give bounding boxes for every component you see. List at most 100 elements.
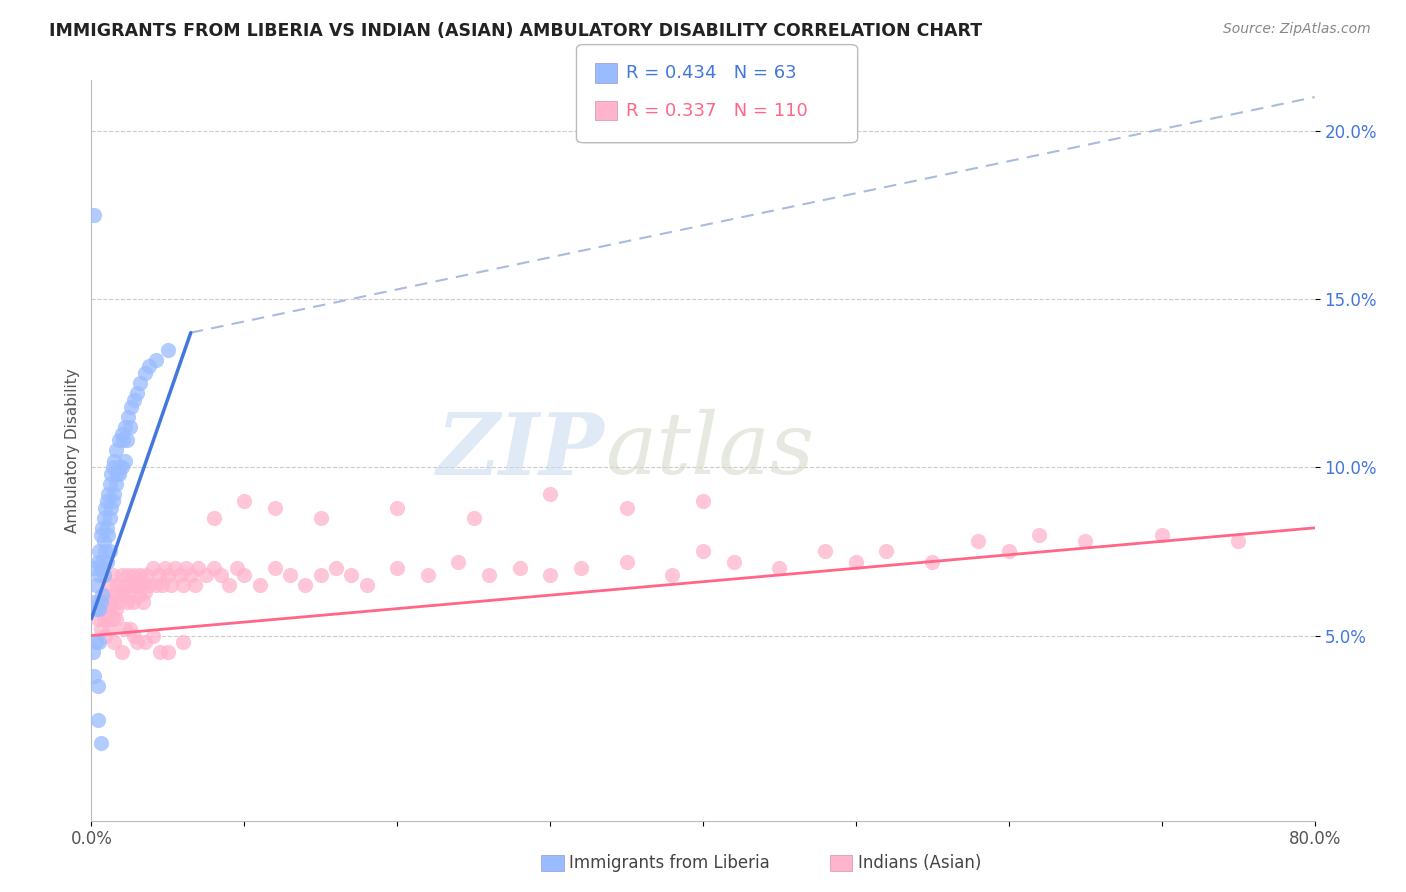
Point bbox=[93, 595, 115, 609]
Point bbox=[202, 510, 225, 524]
Point bbox=[83, 208, 105, 222]
Point bbox=[538, 487, 561, 501]
Point bbox=[385, 561, 409, 575]
Point bbox=[128, 588, 150, 602]
Point bbox=[93, 510, 115, 524]
Point bbox=[141, 628, 163, 642]
Point bbox=[233, 494, 256, 508]
Point bbox=[117, 568, 139, 582]
Text: ZIP: ZIP bbox=[437, 409, 605, 492]
Point bbox=[294, 578, 316, 592]
Point bbox=[616, 500, 638, 515]
Point bbox=[118, 420, 141, 434]
Point bbox=[278, 568, 301, 582]
Point bbox=[100, 500, 122, 515]
Point bbox=[120, 400, 142, 414]
Point bbox=[83, 669, 105, 683]
Point bbox=[202, 561, 225, 575]
Point bbox=[1150, 527, 1173, 541]
Point bbox=[172, 578, 194, 592]
Point bbox=[264, 561, 287, 575]
Point bbox=[94, 628, 117, 642]
Point bbox=[723, 554, 745, 569]
Point bbox=[129, 568, 152, 582]
Point bbox=[138, 578, 160, 592]
Point bbox=[169, 568, 191, 582]
Point bbox=[129, 376, 152, 391]
Point bbox=[478, 568, 501, 582]
Point bbox=[84, 578, 107, 592]
Point bbox=[768, 561, 790, 575]
Point bbox=[101, 568, 124, 582]
Point bbox=[93, 612, 115, 626]
Point bbox=[195, 568, 218, 582]
Point bbox=[218, 578, 240, 592]
Point bbox=[141, 561, 163, 575]
Point bbox=[100, 467, 122, 481]
Text: IMMIGRANTS FROM LIBERIA VS INDIAN (ASIAN) AMBULATORY DISABILITY CORRELATION CHAR: IMMIGRANTS FROM LIBERIA VS INDIAN (ASIAN… bbox=[49, 22, 983, 40]
Point bbox=[998, 544, 1021, 558]
Text: Source: ZipAtlas.com: Source: ZipAtlas.com bbox=[1223, 22, 1371, 37]
Point bbox=[616, 554, 638, 569]
Point bbox=[134, 635, 156, 649]
Point bbox=[96, 554, 118, 569]
Point bbox=[101, 494, 124, 508]
Point bbox=[184, 578, 207, 592]
Point bbox=[120, 578, 142, 592]
Point bbox=[87, 635, 110, 649]
Point bbox=[150, 578, 173, 592]
Point bbox=[96, 494, 118, 508]
Point bbox=[309, 568, 332, 582]
Point bbox=[108, 595, 131, 609]
Point bbox=[135, 568, 157, 582]
Point bbox=[416, 568, 439, 582]
Point bbox=[84, 635, 107, 649]
Point bbox=[96, 521, 118, 535]
Point bbox=[138, 359, 160, 374]
Point bbox=[149, 645, 172, 659]
Point bbox=[91, 588, 114, 602]
Text: atlas: atlas bbox=[605, 409, 814, 491]
Point bbox=[174, 561, 197, 575]
Point bbox=[87, 595, 110, 609]
Point bbox=[104, 612, 127, 626]
Point bbox=[98, 578, 121, 592]
Point bbox=[209, 568, 232, 582]
Point bbox=[86, 554, 108, 569]
Point bbox=[814, 544, 837, 558]
Point bbox=[91, 601, 114, 615]
Point bbox=[127, 635, 149, 649]
Point bbox=[83, 561, 105, 575]
Point bbox=[114, 420, 136, 434]
Point bbox=[156, 645, 179, 659]
Point bbox=[96, 612, 118, 626]
Point bbox=[538, 568, 561, 582]
Point bbox=[692, 494, 714, 508]
Point bbox=[111, 426, 134, 441]
Point bbox=[87, 544, 110, 558]
Point bbox=[114, 578, 136, 592]
Point bbox=[97, 601, 120, 615]
Point bbox=[127, 386, 149, 401]
Point bbox=[86, 679, 108, 693]
Point bbox=[104, 601, 127, 615]
Point bbox=[103, 487, 125, 501]
Point bbox=[845, 554, 868, 569]
Point bbox=[94, 544, 117, 558]
Point bbox=[225, 561, 247, 575]
Point bbox=[115, 595, 138, 609]
Point bbox=[90, 622, 112, 636]
Point bbox=[111, 645, 134, 659]
Point bbox=[463, 510, 485, 524]
Point bbox=[108, 434, 131, 448]
Point bbox=[172, 635, 194, 649]
Point bbox=[114, 453, 136, 467]
Point bbox=[385, 500, 409, 515]
Point bbox=[105, 578, 128, 592]
Point bbox=[110, 460, 132, 475]
Point bbox=[104, 477, 127, 491]
Point bbox=[111, 568, 134, 582]
Point bbox=[94, 588, 117, 602]
Point bbox=[122, 568, 145, 582]
Point bbox=[115, 434, 138, 448]
